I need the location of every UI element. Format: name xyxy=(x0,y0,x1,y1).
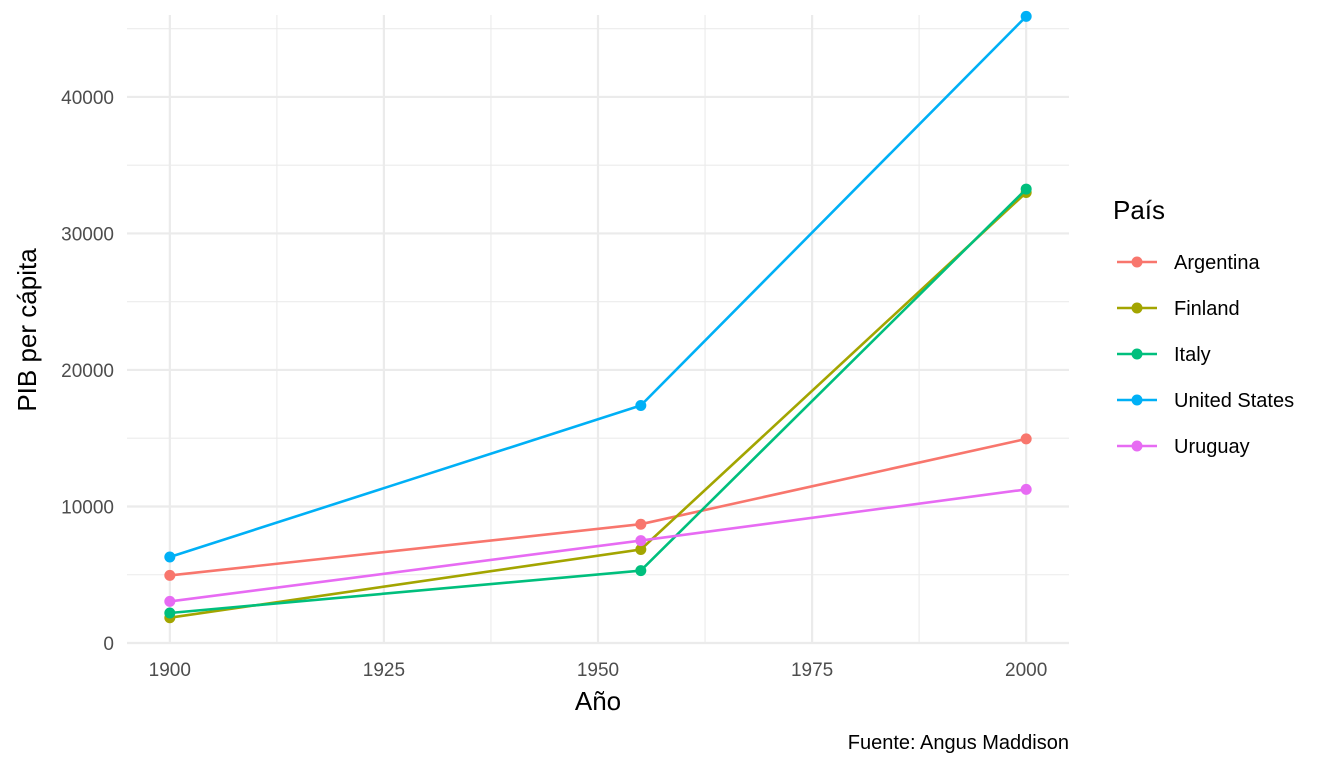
legend-item-united-states: United States xyxy=(1117,390,1294,412)
x-tick-label: 2000 xyxy=(1005,660,1047,681)
legend: País Argentina Finland Italy United States U… xyxy=(1113,195,1294,458)
legend-key-point xyxy=(1131,440,1143,452)
legend-label: United States xyxy=(1174,390,1294,412)
y-tick-label: 30000 xyxy=(61,224,114,245)
legend-key-point xyxy=(1131,256,1143,268)
x-tick-label: 1975 xyxy=(791,660,833,681)
legend-items: Argentina Finland Italy United States Urugua… xyxy=(1117,252,1294,458)
y-tick-label: 10000 xyxy=(61,497,114,518)
data-point-italy xyxy=(1020,183,1032,195)
x-axis-ticks: 1900 1925 1950 1975 2000 xyxy=(149,660,1048,681)
data-point-united-states xyxy=(164,551,176,563)
legend-key-point xyxy=(1131,348,1143,360)
data-point-argentina xyxy=(635,518,647,530)
x-tick-label: 1950 xyxy=(577,660,619,681)
data-point-argentina xyxy=(164,569,176,581)
data-point-italy xyxy=(635,565,647,577)
series-layer xyxy=(164,10,1032,624)
data-point-italy xyxy=(164,607,176,619)
data-point-argentina xyxy=(1020,433,1032,445)
legend-item-italy: Italy xyxy=(1117,344,1211,366)
x-tick-label: 1925 xyxy=(363,660,405,681)
legend-label: Uruguay xyxy=(1174,436,1250,458)
y-tick-label: 0 xyxy=(103,634,114,655)
y-tick-label: 40000 xyxy=(61,88,114,109)
series-italy xyxy=(164,183,1032,619)
legend-item-argentina: Argentina xyxy=(1117,252,1260,274)
legend-label: Finland xyxy=(1174,298,1240,320)
legend-title: País xyxy=(1113,195,1165,225)
legend-item-finland: Finland xyxy=(1117,298,1240,320)
y-tick-label: 20000 xyxy=(61,361,114,382)
data-point-finland xyxy=(635,543,647,555)
legend-label: Italy xyxy=(1174,344,1211,366)
series-united-states xyxy=(164,10,1032,563)
data-point-united-states xyxy=(1020,10,1032,22)
legend-key-point xyxy=(1131,394,1143,406)
data-point-uruguay xyxy=(164,595,176,607)
data-point-uruguay xyxy=(635,535,647,547)
series-argentina xyxy=(164,433,1032,581)
series-uruguay xyxy=(164,483,1032,607)
legend-key-point xyxy=(1131,302,1143,314)
y-axis-ticks: 0 10000 20000 30000 40000 xyxy=(61,88,114,655)
legend-item-uruguay: Uruguay xyxy=(1117,436,1250,458)
caption: Fuente: Angus Maddison xyxy=(848,732,1069,754)
data-point-uruguay xyxy=(1020,483,1032,495)
data-point-united-states xyxy=(635,399,647,411)
x-tick-label: 1900 xyxy=(149,660,191,681)
legend-label: Argentina xyxy=(1174,252,1260,274)
grid xyxy=(127,15,1069,645)
x-axis-title: Año xyxy=(575,686,621,716)
y-axis-title: PIB per cápita xyxy=(12,248,42,412)
